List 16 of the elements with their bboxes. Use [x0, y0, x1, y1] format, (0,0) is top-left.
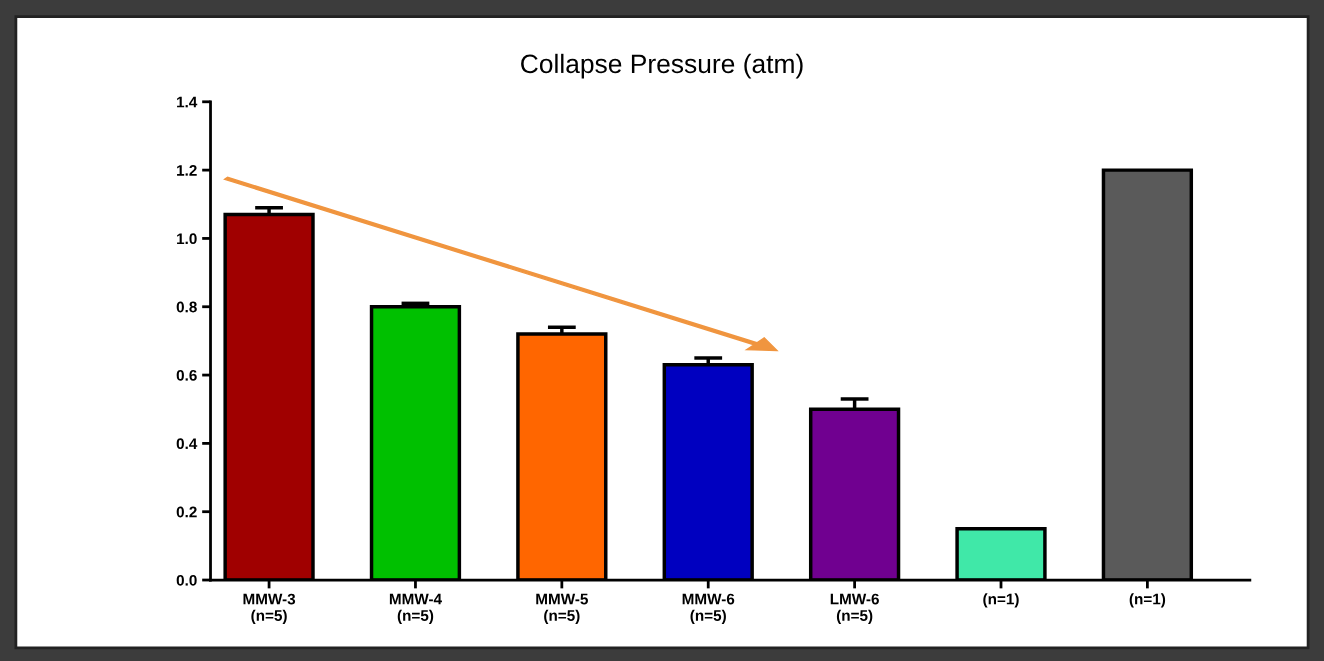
x-tick-label: MMW-6 (n=5)	[682, 593, 735, 624]
x-tick-label: MMW-5 (n=5)	[536, 593, 588, 624]
y-tick-label: 1.0	[177, 233, 197, 245]
x-tick-label: (n=1)	[983, 593, 1019, 608]
y-tick-label: 0.4	[176, 438, 198, 450]
y-tick-label: 1.4	[177, 96, 198, 108]
x-tick-label: MMW-3 (n=5)	[243, 593, 296, 624]
y-tick-label: 0.6	[176, 369, 197, 381]
y-tick-label: 0.2	[176, 506, 197, 518]
x-tick-label: LMW-6 (n=5)	[830, 593, 879, 624]
x-tick-label: MMW-4 (n=5)	[389, 593, 442, 624]
y-tick-label: 1.2	[177, 164, 197, 176]
y-tick-label: 0.0	[176, 574, 197, 586]
chart-title: Collapse Pressure (atm)	[521, 53, 803, 79]
x-tick-label: (n=1)	[1129, 593, 1166, 608]
y-tick-label: 0.8	[176, 301, 197, 313]
